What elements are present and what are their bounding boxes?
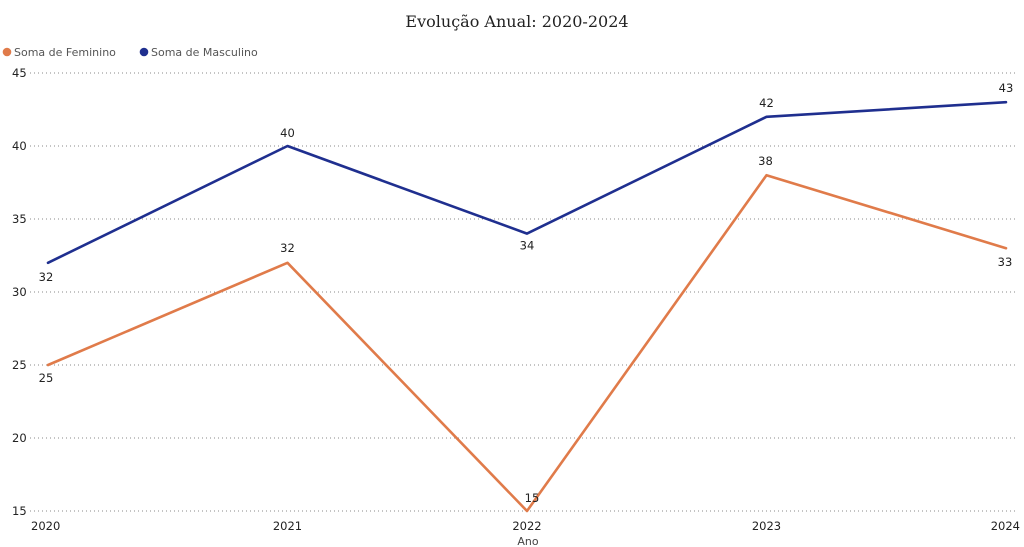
x-tick-label: 2021 [273,519,302,533]
y-tick-label: 20 [12,431,27,445]
data-label-masculino: 42 [759,96,774,110]
x-axis-title: Ano [517,535,538,547]
data-label-feminino: 38 [758,154,773,168]
chart-title: Evolução Anual: 2020-2024 [405,12,628,31]
legend-label-feminino: Soma de Feminino [14,46,116,59]
data-label-masculino: 32 [39,270,54,284]
data-label-feminino: 15 [525,491,540,505]
x-tick-label: 2023 [752,519,781,533]
y-tick-label: 15 [12,504,27,518]
series-line-masculino [46,100,1008,265]
data-labels: 25 32 15 38 33 32 40 34 42 43 [39,81,1014,505]
legend-label-masculino: Soma de Masculino [151,46,258,59]
series-line-feminino [46,173,1008,513]
x-tick-label: 2022 [512,519,541,533]
data-label-feminino: 33 [998,255,1013,269]
y-tick-label: 25 [12,358,27,372]
data-label-masculino: 34 [520,239,535,253]
y-tick-label: 35 [12,212,27,226]
legend-marker-masculino [139,47,149,57]
y-tick-label: 45 [12,66,27,80]
y-axis: 15 20 25 30 35 40 45 [12,66,27,518]
data-label-feminino: 25 [39,371,54,385]
x-axis: 2020 2021 2022 2023 2024 [31,519,1020,533]
legend: Soma de Feminino Soma de Masculino [2,46,258,59]
y-tick-label: 40 [12,139,27,153]
x-tick-label: 2024 [991,519,1020,533]
gridlines [30,72,1018,512]
data-label-masculino: 43 [999,81,1014,95]
x-tick-label: 2020 [31,519,60,533]
data-label-masculino: 40 [280,126,295,140]
y-tick-label: 30 [12,285,27,299]
data-label-feminino: 32 [280,241,295,255]
series [46,100,1008,513]
legend-marker-feminino [2,47,12,57]
